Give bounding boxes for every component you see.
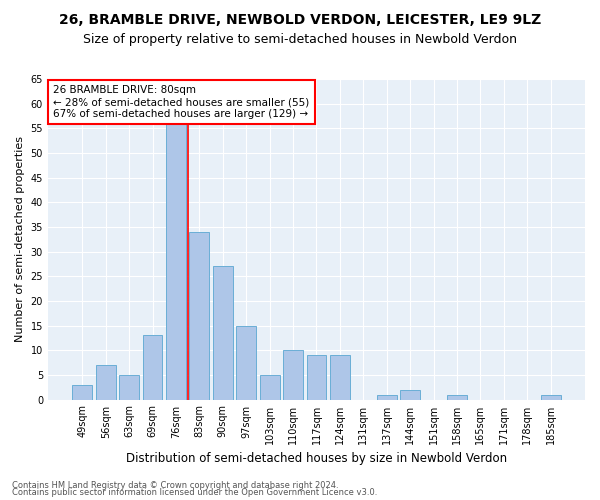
Bar bbox=[143, 336, 163, 400]
Bar bbox=[330, 355, 350, 400]
Text: 26 BRAMBLE DRIVE: 80sqm
← 28% of semi-detached houses are smaller (55)
67% of se: 26 BRAMBLE DRIVE: 80sqm ← 28% of semi-de… bbox=[53, 86, 310, 118]
Bar bbox=[119, 375, 139, 400]
Bar bbox=[260, 375, 280, 400]
Text: Contains public sector information licensed under the Open Government Licence v3: Contains public sector information licen… bbox=[12, 488, 377, 497]
Bar bbox=[447, 394, 467, 400]
Bar bbox=[96, 365, 116, 400]
X-axis label: Distribution of semi-detached houses by size in Newbold Verdon: Distribution of semi-detached houses by … bbox=[126, 452, 507, 465]
Bar bbox=[377, 394, 397, 400]
Bar bbox=[400, 390, 420, 400]
Bar bbox=[213, 266, 233, 400]
Bar bbox=[166, 89, 186, 400]
Y-axis label: Number of semi-detached properties: Number of semi-detached properties bbox=[15, 136, 25, 342]
Text: 26, BRAMBLE DRIVE, NEWBOLD VERDON, LEICESTER, LE9 9LZ: 26, BRAMBLE DRIVE, NEWBOLD VERDON, LEICE… bbox=[59, 12, 541, 26]
Bar bbox=[307, 355, 326, 400]
Bar bbox=[190, 232, 209, 400]
Bar bbox=[236, 326, 256, 400]
Bar bbox=[283, 350, 303, 400]
Text: Contains HM Land Registry data © Crown copyright and database right 2024.: Contains HM Land Registry data © Crown c… bbox=[12, 480, 338, 490]
Text: Size of property relative to semi-detached houses in Newbold Verdon: Size of property relative to semi-detach… bbox=[83, 32, 517, 46]
Bar bbox=[541, 394, 560, 400]
Bar bbox=[73, 385, 92, 400]
